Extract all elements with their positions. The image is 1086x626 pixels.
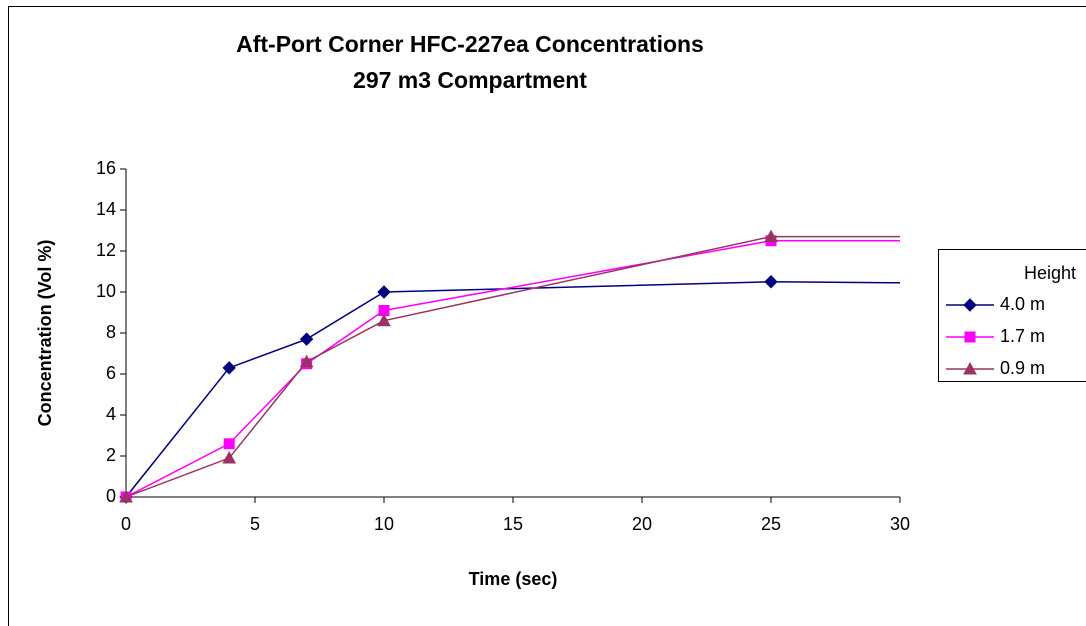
chart-subtitle: 297 m3 Compartment	[353, 67, 587, 93]
marker	[964, 331, 976, 343]
legend-box	[938, 249, 1086, 382]
x-axis-label: Time (sec)	[469, 569, 558, 589]
y-tick-label: 4	[106, 404, 116, 424]
y-tick-label: 14	[96, 199, 116, 219]
y-tick-label: 6	[106, 363, 116, 383]
marker	[764, 229, 778, 243]
series-line	[125, 240, 900, 498]
legend-label: 1.7 m	[1000, 326, 1045, 346]
marker	[299, 332, 314, 346]
marker	[223, 438, 235, 450]
legend-title: Height	[1024, 263, 1076, 283]
y-tick-label: 2	[106, 445, 116, 465]
x-tick-label: 10	[374, 514, 394, 534]
x-tick-label: 25	[761, 514, 781, 534]
y-tick-label: 8	[106, 322, 116, 342]
marker	[222, 361, 236, 375]
chart-title: Aft-Port Corner HFC-227ea Concentrations	[236, 31, 704, 57]
marker	[377, 313, 391, 327]
marker	[378, 304, 390, 316]
x-tick-label: 5	[250, 514, 260, 534]
y-tick-label: 16	[96, 158, 116, 178]
x-tick-label: 20	[632, 514, 652, 534]
legend-label: 4.0 m	[1000, 294, 1045, 314]
x-tick-label: 30	[890, 514, 910, 534]
marker	[299, 354, 314, 368]
x-tick-label: 0	[121, 514, 131, 534]
marker	[377, 285, 391, 299]
marker	[963, 298, 977, 312]
x-tick-label: 15	[503, 514, 523, 534]
marker	[963, 361, 977, 375]
series-line	[125, 235, 900, 498]
y-axis-label: Concentration (Vol %)	[35, 240, 55, 427]
legend-label: 0.9 m	[1000, 358, 1045, 378]
y-tick-label: 0	[106, 486, 116, 506]
marker	[764, 275, 778, 289]
series-line	[125, 280, 901, 498]
chart-frame	[8, 6, 1086, 626]
marker	[222, 451, 237, 464]
marker	[119, 489, 133, 503]
y-tick-label: 10	[96, 281, 116, 301]
y-tick-label: 12	[96, 240, 116, 260]
